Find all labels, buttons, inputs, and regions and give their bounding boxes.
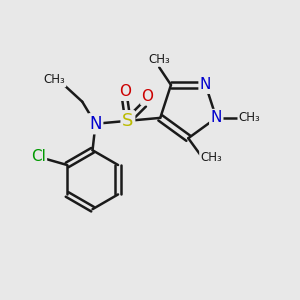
Text: S: S (122, 112, 134, 130)
Text: CH₃: CH₃ (239, 111, 260, 124)
Text: Cl: Cl (31, 149, 46, 164)
Text: CH₃: CH₃ (200, 151, 222, 164)
Text: N: N (89, 115, 102, 133)
Text: CH₃: CH₃ (44, 73, 65, 86)
Text: CH₃: CH₃ (148, 52, 170, 65)
Text: N: N (211, 110, 222, 125)
Text: O: O (119, 85, 131, 100)
Text: O: O (142, 89, 154, 104)
Text: N: N (200, 77, 211, 92)
